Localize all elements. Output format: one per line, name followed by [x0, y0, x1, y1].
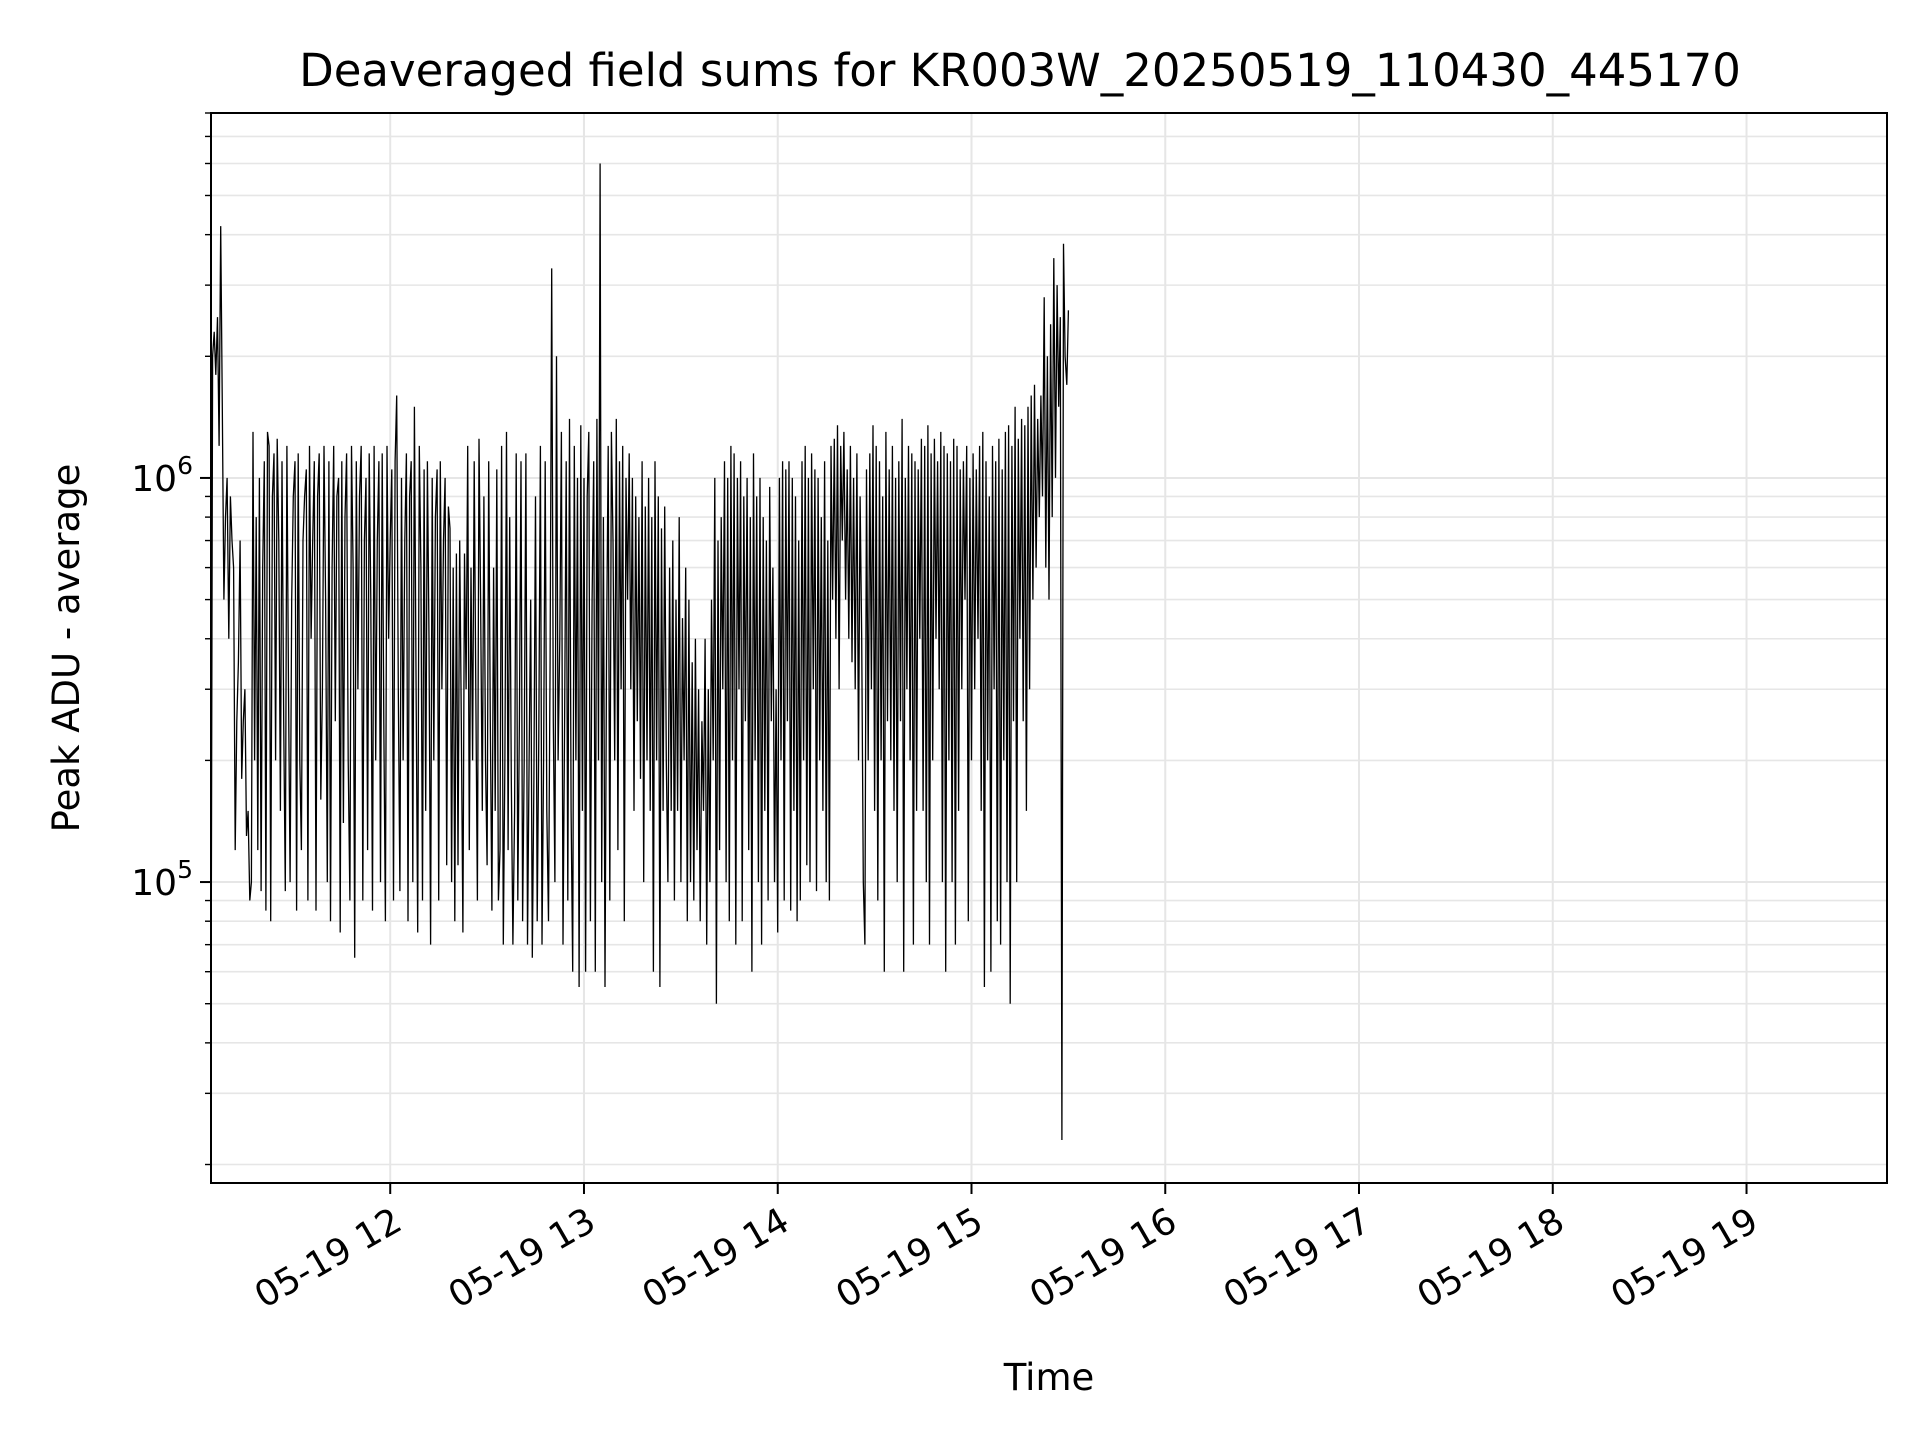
y-axis-label: Peak ADU - average — [45, 464, 88, 833]
y-tick-label: 105 — [131, 855, 193, 904]
y-axis: 105 106 — [131, 112, 211, 1166]
plot-frame — [210, 112, 1888, 1184]
chart-title: Deaveraged field sums for KR003W_2025051… — [299, 44, 1741, 97]
data-series — [210, 163, 1070, 1141]
x-axis-label: Time — [1003, 1356, 1095, 1399]
y-tick-label: 106 — [131, 451, 193, 500]
series-line — [210, 163, 1070, 1141]
